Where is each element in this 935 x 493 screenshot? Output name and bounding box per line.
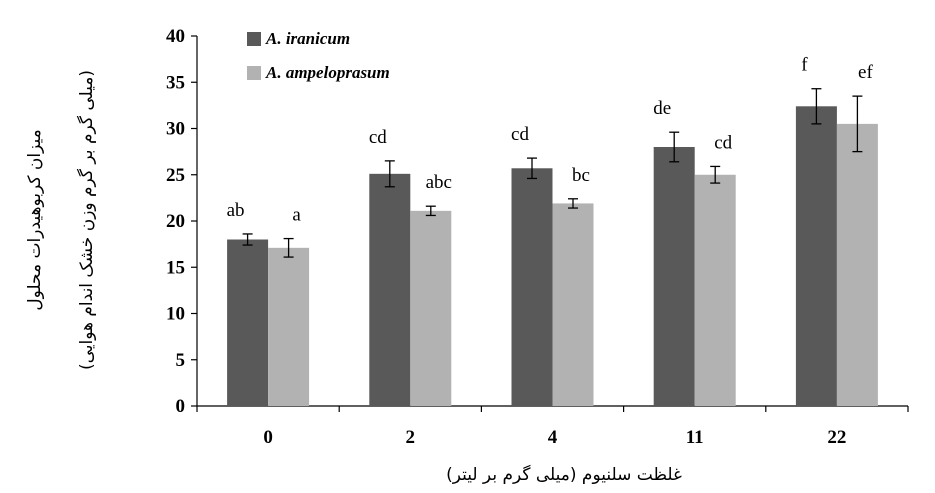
legend-label: A. ampeloprasum xyxy=(265,63,390,82)
x-tick-label: 4 xyxy=(548,427,558,448)
y-tick-label: 15 xyxy=(166,257,185,278)
bar xyxy=(694,174,736,406)
significance-letter: cd xyxy=(511,124,529,145)
y-tick-label: 20 xyxy=(166,211,185,232)
legend-label: A. iranicum xyxy=(265,29,350,48)
bar xyxy=(227,239,269,406)
x-tick-label: 11 xyxy=(686,427,704,448)
chart-legend: A. iranicum A. ampeloprasum xyxy=(247,29,390,82)
x-axis-title: غلظت سلنیوم (میلی گرم بر لیتر) xyxy=(446,464,682,485)
bar xyxy=(795,106,837,407)
significance-letter: de xyxy=(653,98,671,119)
significance-letter: cd xyxy=(369,127,387,148)
bar xyxy=(552,203,594,406)
significance-letter: abc xyxy=(426,172,452,193)
y-tick-label: 35 xyxy=(166,72,185,93)
y-tick-label: 10 xyxy=(166,304,185,325)
y-tick-label: 30 xyxy=(166,119,185,140)
bar xyxy=(836,123,878,406)
legend-swatch xyxy=(247,32,261,46)
significance-letter: f xyxy=(801,55,808,76)
significance-letter: ab xyxy=(227,200,245,221)
significance-letter: bc xyxy=(572,165,590,186)
x-tick-label: 2 xyxy=(406,427,416,448)
chart-bars: ab a cd abc cd bc de cd f ef xyxy=(227,55,878,407)
bar xyxy=(369,173,411,406)
bar xyxy=(653,147,695,406)
y-tick-label: 40 xyxy=(166,26,185,47)
chart-axes: 0 5 10 15 20 25 30 35 40 0 2 4 11 22 xyxy=(166,26,909,448)
bar xyxy=(268,247,310,406)
y-tick-label: 5 xyxy=(176,350,186,371)
significance-letter: cd xyxy=(714,132,732,153)
y-tick-label: 0 xyxy=(176,396,186,417)
significance-letter: a xyxy=(292,205,301,226)
legend-swatch xyxy=(247,66,261,80)
x-tick-label: 0 xyxy=(263,427,273,448)
y-axis-title-line2: (میلی گرم بر گرم وزن خشک اندام هوایی) xyxy=(76,70,97,370)
y-tick-label: 25 xyxy=(166,165,185,186)
significance-letter: ef xyxy=(858,62,873,83)
bar xyxy=(410,210,452,406)
x-tick-label: 22 xyxy=(827,427,846,448)
y-axis-title: میزان کربوهیدرات محلول xyxy=(25,129,45,310)
bar xyxy=(511,168,553,406)
